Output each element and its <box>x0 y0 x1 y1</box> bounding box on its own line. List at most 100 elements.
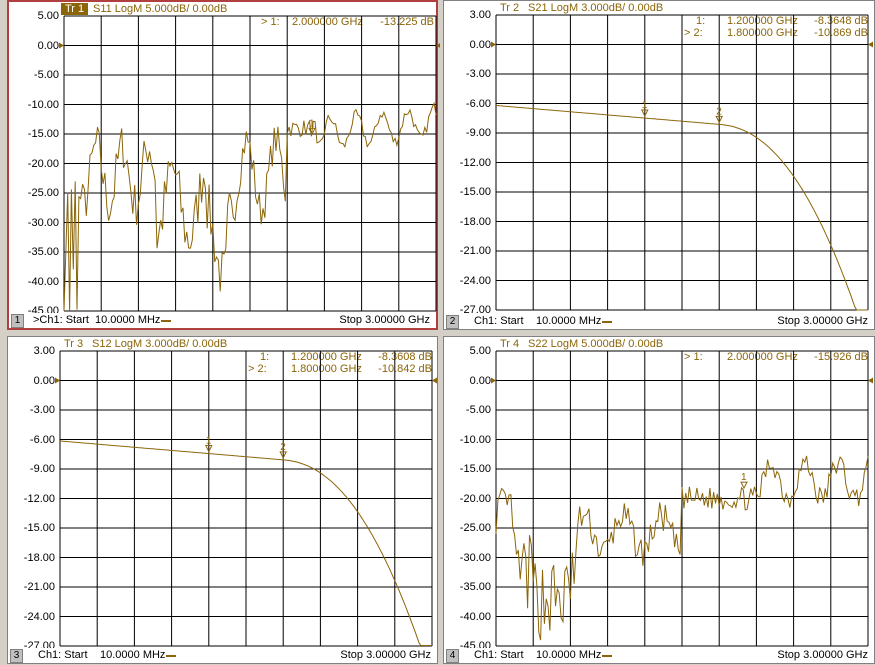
start-label: Ch1: Start <box>474 315 524 327</box>
marker-prefix: > 1: <box>684 351 703 363</box>
trace-tag[interactable]: Tr 1 <box>61 3 89 15</box>
measurement-trace <box>495 455 869 641</box>
y-axis-tick-label: -18.00 <box>23 551 55 564</box>
y-axis-tick-label: -10.00 <box>27 98 59 111</box>
trace-description: S12 LogM 3.000dB/ 0.00dB <box>92 338 228 350</box>
y-axis-tick-label: -24.00 <box>459 274 491 287</box>
marker-triangle <box>279 451 288 459</box>
trace-plot-s22[interactable]: 1 <box>444 337 875 665</box>
marker-value: -15.926 dB <box>814 351 868 363</box>
measurement-trace <box>59 440 432 646</box>
trace-color-dash <box>602 655 612 657</box>
y-axis-tick-label: -45.00 <box>27 305 59 317</box>
y-axis-tick-label: -27.00 <box>23 640 55 652</box>
y-axis-tick-label: -10.00 <box>459 433 491 446</box>
channel-status-bar: 2 Ch1: Start 10.0000 MHz Stop 3.00000 GH… <box>444 314 874 329</box>
trace-description: S11 LogM 5.000dB/ 0.00dB <box>93 3 228 15</box>
y-axis-tick-label: 5.00 <box>37 10 59 22</box>
channel-status-bar: 3 Ch1: Start 10.0000 MHz Stop 3.00000 GH… <box>8 648 437 663</box>
trace-title-bar: Tr 2 S21 LogM 3.000dB/ 0.00dB <box>444 1 874 15</box>
marker-value: -10.869 dB <box>814 27 868 39</box>
marker-number: 1 <box>642 100 648 111</box>
reference-level-arrow-right <box>868 41 873 48</box>
reference-level-arrow-left <box>491 377 496 384</box>
y-axis-tick-label: -3.00 <box>465 68 491 80</box>
start-frequency[interactable]: 10.0000 MHz <box>100 649 166 661</box>
channel-number[interactable]: 3 <box>10 649 23 663</box>
start-frequency[interactable]: 10.0000 MHz <box>536 315 602 327</box>
channel-number[interactable]: 2 <box>446 315 459 329</box>
trace-color-dash <box>166 655 176 657</box>
marker-triangle <box>204 445 213 453</box>
y-axis-tick-label: -5.00 <box>465 404 491 416</box>
marker-number: 1 <box>206 436 212 447</box>
stop-frequency[interactable]: 3.00000 GHz <box>803 649 868 661</box>
reference-level-arrow-right <box>432 377 437 384</box>
trace-panel-4[interactable]: Tr 4 S22 LogM 5.000dB/ 0.00dB > 1: 2.000… <box>443 336 875 664</box>
reference-level-arrow-right <box>436 43 440 48</box>
marker-freq: 1.800000 GHz <box>291 363 362 375</box>
stop-frequency[interactable]: 3.00000 GHz <box>365 314 430 326</box>
marker-number: 1 <box>309 118 315 129</box>
stop-frequency[interactable]: 3.00000 GHz <box>366 649 431 661</box>
stop-frequency[interactable]: 3.00000 GHz <box>803 315 868 327</box>
reference-level-arrow-right <box>868 377 873 384</box>
marker-value: -13.225 dB <box>380 16 434 28</box>
y-axis-tick-label: -12.00 <box>23 492 55 505</box>
marker-number: 2 <box>716 106 722 117</box>
y-axis-tick-label: -15.00 <box>23 522 55 534</box>
marker-prefix: 1: <box>696 15 706 27</box>
trace-title-bar: Tr 3 S12 LogM 3.000dB/ 0.00dB <box>8 337 437 351</box>
y-axis-tick-label: -20.00 <box>459 492 491 505</box>
y-axis-tick-label: -45.00 <box>459 640 491 652</box>
channel-number[interactable]: 1 <box>11 314 24 328</box>
reference-level-arrow-left <box>59 42 64 49</box>
start-label: Ch1: Start <box>474 649 524 661</box>
start-frequency[interactable]: 10.0000 MHz <box>95 314 161 326</box>
y-axis-tick-label: -15.00 <box>27 128 59 140</box>
y-axis-tick-label: 0.00 <box>469 38 491 51</box>
marker-triangle <box>715 115 724 124</box>
trace-tag[interactable]: Tr 4 <box>500 338 520 350</box>
y-axis-tick-label: 3.00 <box>469 9 491 21</box>
trace-color-dash <box>602 321 612 323</box>
trace-description: S22 LogM 5.000dB/ 0.00dB <box>528 338 664 350</box>
trace-plot-s21[interactable]: 12 <box>444 1 875 331</box>
marker-freq: 1.800000 GHz <box>727 27 798 39</box>
y-axis-tick-label: 5.00 <box>469 345 491 357</box>
marker-freq: 2.000000 GHz <box>727 351 798 363</box>
y-axis-tick-label: -21.00 <box>23 581 55 593</box>
start-label: Ch1: Start <box>38 649 88 661</box>
y-axis-tick-label: -21.00 <box>459 245 491 257</box>
stop-label: Stop <box>777 315 800 327</box>
marker-value: -10.842 dB <box>378 363 432 375</box>
y-axis-tick-label: 0.00 <box>469 374 491 387</box>
y-axis-tick-label: 3.00 <box>33 345 55 357</box>
channel-status-bar: 4 Ch1: Start 10.0000 MHz Stop 3.00000 GH… <box>444 648 874 663</box>
y-axis-tick-label: -9.00 <box>29 463 55 475</box>
y-axis-tick-label: -15.00 <box>459 463 491 475</box>
channel-status-bar: 1 >Ch1: Start 10.0000 MHz Stop 3.00000 G… <box>9 313 436 328</box>
marker-number: 2 <box>280 442 286 453</box>
trace-panel-2[interactable]: Tr 2 S21 LogM 3.000dB/ 0.00dB 1: 1.20000… <box>443 0 875 330</box>
trace-tag[interactable]: Tr 3 <box>64 338 84 350</box>
y-axis-tick-label: -6.00 <box>29 433 55 446</box>
marker-value: -8.3648 dB <box>814 15 868 27</box>
stop-label: Stop <box>340 649 363 661</box>
trace-panel-3[interactable]: Tr 3 S12 LogM 3.000dB/ 0.00dB 1: 1.20000… <box>7 336 438 664</box>
trace-plot-s12[interactable]: 12 <box>8 337 439 665</box>
y-axis-tick-label: 0.00 <box>33 374 55 387</box>
channel-number[interactable]: 4 <box>446 649 459 663</box>
marker-freq: 1.200000 GHz <box>291 351 362 363</box>
y-axis-tick-label: -24.00 <box>23 610 55 623</box>
trace-tag[interactable]: Tr 2 <box>500 2 520 14</box>
trace-description: S21 LogM 3.000dB/ 0.00dB <box>528 2 664 14</box>
trace-panel-1[interactable]: Tr 1 S11 LogM 5.000dB/ 0.00dB > 1: 2.000… <box>7 0 440 332</box>
y-axis-tick-label: -27.00 <box>459 304 491 316</box>
measurement-trace <box>63 101 437 312</box>
y-axis-tick-label: -35.00 <box>27 246 59 258</box>
start-frequency[interactable]: 10.0000 MHz <box>536 649 602 661</box>
y-axis-tick-label: -20.00 <box>27 157 59 170</box>
y-axis-tick-label: -30.00 <box>459 551 491 564</box>
trace-plot-s11[interactable]: 1 <box>9 2 440 332</box>
